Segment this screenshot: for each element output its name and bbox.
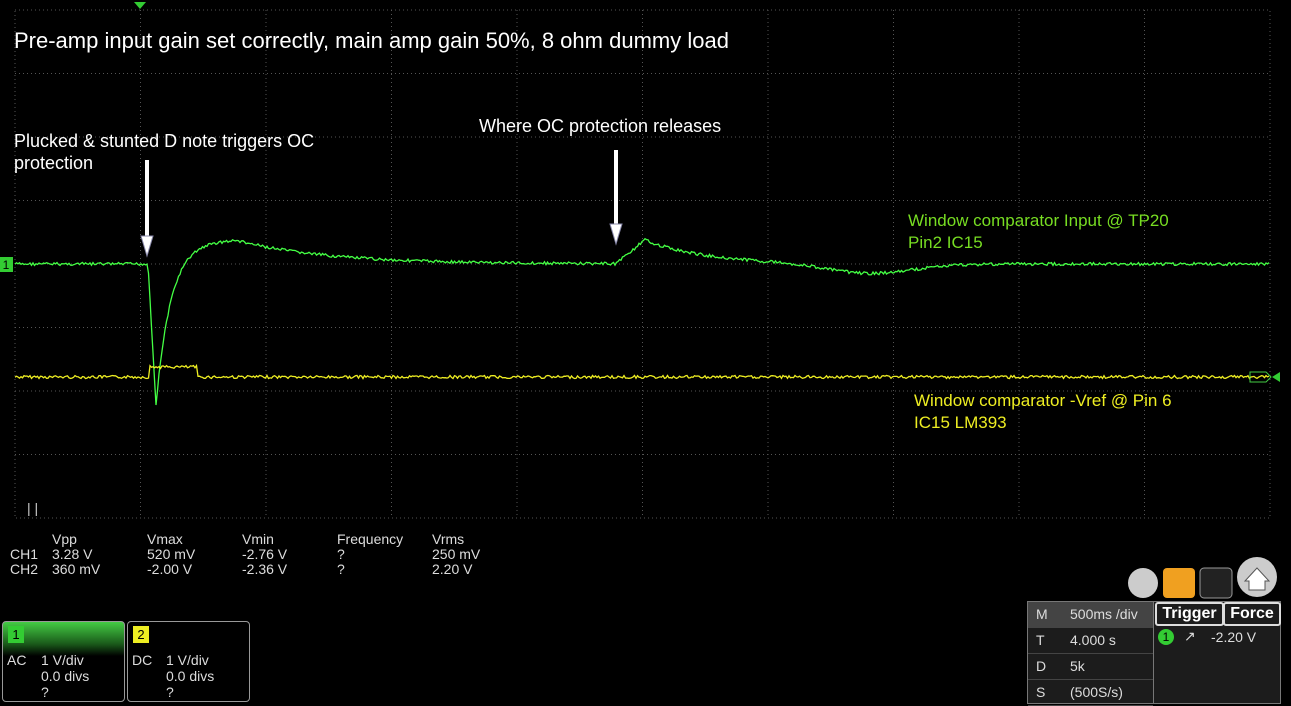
timebase-panel[interactable]: M 500ms /div T 4.000 s D 5k S (500S/s): [1027, 601, 1154, 706]
channel-name: CH2: [10, 561, 39, 577]
measurement-value: 250 mV: [432, 546, 481, 562]
channel-1-panel[interactable]: 1 AC 1 V/div 0.0 divs ?: [2, 621, 125, 702]
channel-1-level-label: 1: [3, 258, 10, 272]
measurement-header: Vmax: [147, 531, 183, 547]
measurement-header: Vmin: [242, 531, 274, 547]
coupling: DC: [132, 652, 153, 668]
timebase-value: 5k: [1070, 658, 1085, 674]
measurement-value: -2.76 V: [242, 546, 288, 562]
trigger-slope-icon: ↗: [1184, 628, 1196, 644]
timebase-value: 500ms /div: [1070, 606, 1138, 622]
timebase-row: M 500ms /div: [1028, 602, 1153, 628]
timebase-row: T 4.000 s: [1028, 628, 1153, 654]
timebase-value: 4.000 s: [1070, 632, 1116, 648]
trigger-level-arrow: [1272, 372, 1280, 382]
scale: 1 V/div: [41, 652, 84, 668]
measurement-value: ?: [337, 561, 345, 577]
trigger-button[interactable]: Trigger: [1155, 602, 1224, 626]
measurement-value: ?: [337, 546, 345, 562]
pause-icon: | |: [27, 500, 38, 516]
force-button[interactable]: Force: [1223, 602, 1281, 626]
annotation: Plucked & stunted D note triggers OC prot…: [14, 131, 315, 173]
coupling: AC: [7, 652, 27, 668]
timebase-key: T: [1036, 632, 1045, 648]
arrow: [609, 150, 623, 246]
extra: ?: [41, 684, 49, 700]
swap-button[interactable]: [1199, 567, 1233, 599]
channel-2-panel[interactable]: 2 DC 1 V/div 0.0 divs ?: [127, 621, 250, 702]
annotation: Where OC protection releases: [479, 116, 722, 136]
timebase-row: D 5k: [1028, 654, 1153, 680]
channel-2-trace: [14, 363, 1270, 380]
extra: ?: [166, 684, 174, 700]
measurement-value: 2.20 V: [432, 561, 473, 577]
timebase-key: D: [1036, 658, 1047, 674]
channel-1-level-marker: [0, 257, 13, 272]
trace-label: Window comparator -Vref @ Pin 6 IC15 LM39…: [914, 391, 1172, 432]
grid: [15, 10, 1270, 518]
trigger-level: -2.20 V: [1211, 629, 1257, 645]
toolbar: [1128, 557, 1277, 599]
channel-1-trace: [14, 237, 1270, 406]
arrow: [140, 160, 154, 258]
channel-badge: 1: [8, 626, 24, 643]
timebase-key: M: [1036, 606, 1048, 622]
measurement-value: -2.00 V: [147, 561, 193, 577]
offset: 0.0 divs: [166, 668, 215, 684]
timebase-value: (500S/s): [1070, 684, 1123, 700]
measurement-value: -2.36 V: [242, 561, 288, 577]
undo-zoom-button[interactable]: [1128, 568, 1158, 598]
measurement-header: Vrms: [432, 531, 465, 547]
save-button[interactable]: [1163, 568, 1195, 598]
trigger-position-marker: [134, 2, 146, 9]
measurement-value: 520 mV: [147, 546, 196, 562]
trace-label: Window comparator Input @ TP20 Pin2 IC15: [908, 211, 1169, 252]
measurement-header: Vpp: [52, 531, 77, 547]
channel-name: CH1: [10, 546, 39, 562]
trigger-level-marker: [1249, 371, 1272, 383]
measurement-header: Frequency: [337, 531, 404, 547]
timebase-key: S: [1036, 684, 1046, 700]
measurement-value: 3.28 V: [52, 546, 93, 562]
title: Pre-amp input gain set correctly, main a…: [14, 28, 729, 53]
timebase-row: S (500S/s): [1028, 680, 1153, 706]
measurement-value: 360 mV: [52, 561, 101, 577]
offset: 0.0 divs: [41, 668, 90, 684]
trigger-source: 1: [1158, 629, 1174, 645]
channel-badge: 2: [133, 626, 149, 643]
scale: 1 V/div: [166, 652, 209, 668]
